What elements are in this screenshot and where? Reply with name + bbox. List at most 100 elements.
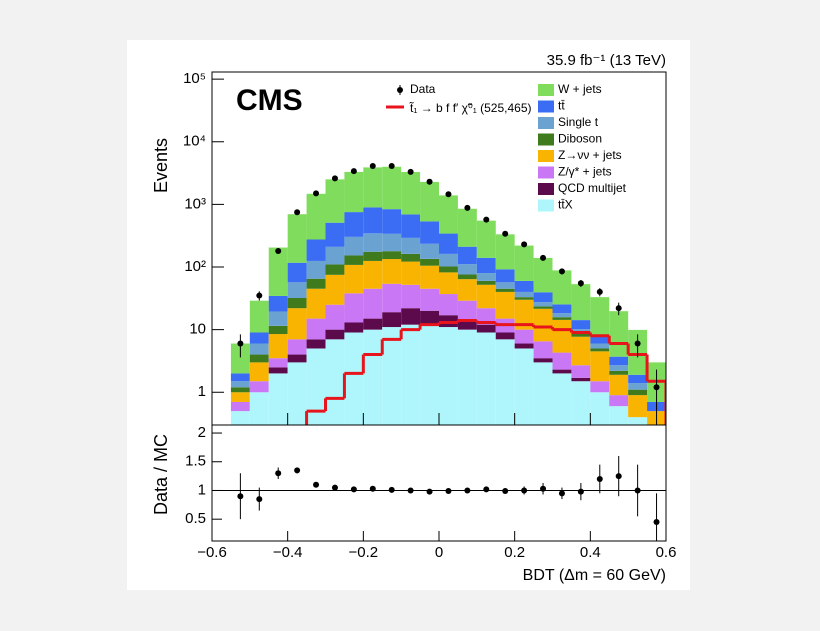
stack-bar [609,356,629,366]
stack-bar [401,308,421,325]
legend-label: W + jets [558,82,602,96]
stack-bar [590,343,610,349]
stack-bar [401,171,421,215]
stack-bar [401,284,421,309]
cms-label: CMS [236,84,303,117]
ratio-point [521,487,528,494]
stack-bar [382,251,402,260]
stack-bar [439,253,458,267]
legend-label: t̃₁ → b f f′ χ̃⁰₁ (525,465) [409,101,532,116]
stack-bar [249,381,269,393]
stack-bar [325,274,345,305]
stack-bar [457,279,477,301]
stack-bar [382,209,402,234]
stack-bar [495,234,515,270]
stack-bar [552,352,572,370]
data-point [483,216,490,223]
stack-bar [382,283,402,313]
x-tick-label: −0.2 [349,544,379,561]
ratio-point [313,481,320,488]
stack-bar [495,288,515,292]
stack-bar [306,278,326,289]
legend-label: Z/γ* + jets [558,165,612,179]
stack-bar [533,358,553,363]
stack-bar [590,392,610,425]
stack-bar [420,310,439,325]
stack-bar [287,262,307,283]
data-point [237,340,244,347]
ratio-y-axis-title: Data / MC [151,434,171,515]
stack-bar [249,354,269,363]
stack-bar [476,308,496,325]
stack-bar [476,257,496,274]
ratio-point [653,519,660,526]
data-point [464,204,471,211]
stack-bar [552,317,572,320]
stack-bar [344,264,364,294]
stack-bar [325,222,345,247]
legend-swatch [538,150,554,162]
stack-bar [495,282,515,289]
stack-bar [609,374,629,396]
stack-bar [514,297,534,300]
ratio-point [350,486,357,493]
ratio-y-tick-label: 0.5 [185,510,206,527]
stack-bar [420,288,439,311]
ratio-point [256,496,263,503]
stack-bar [457,320,477,330]
legend-label: tt̄X [558,198,573,212]
x-axis-title: BDT (Δm = 60 GeV) [523,567,666,584]
stack-bar [609,395,629,407]
stack-bar [533,308,553,342]
stack-bar [420,243,439,259]
stack-bar [287,297,307,309]
ratio-point [634,487,641,494]
stack-bar [325,304,345,330]
legend-label: Single t [558,115,599,129]
stack-bar [249,332,269,344]
legend-label: Diboson [558,132,602,146]
stack-bar [439,195,458,234]
ratio-y-tick-label: 1 [198,481,206,498]
stack-bar [249,392,269,425]
data-point [350,168,357,175]
stack-bar [439,294,458,316]
stack-bar [495,332,515,340]
stack-bar [382,312,402,328]
data-point [256,292,263,299]
stack-bar [268,373,288,425]
stack-bar [476,220,496,258]
y-tick-label: 10² [184,258,206,275]
stack-bar [476,324,496,333]
stack-bar [533,292,553,303]
stack-bar [382,327,402,425]
stack-bar [306,260,326,279]
stack-bar [457,300,477,321]
stack-bar [287,339,307,355]
stack-bar [628,374,648,384]
stack-bar [420,181,439,222]
stack-bar [514,291,534,298]
stack-bar [249,300,269,333]
stack-bar [420,324,439,425]
stack-bar [495,339,515,425]
ratio-point [407,487,414,494]
stack-bar [363,260,383,289]
stack-bar [514,343,534,349]
stack-bar [533,341,553,359]
stack-bar [401,214,421,238]
ratio-point [388,486,395,493]
stack-bar [344,171,364,213]
stack-bar [552,319,572,353]
ratio-point [502,488,509,495]
legend-label: Data [410,82,436,96]
data-point [313,190,320,197]
stack-bar [628,383,648,390]
stack-bar [457,274,477,280]
legend-swatch [538,183,554,195]
stack-bar [495,269,515,283]
data-point [615,305,622,312]
legend-swatch [538,199,554,212]
